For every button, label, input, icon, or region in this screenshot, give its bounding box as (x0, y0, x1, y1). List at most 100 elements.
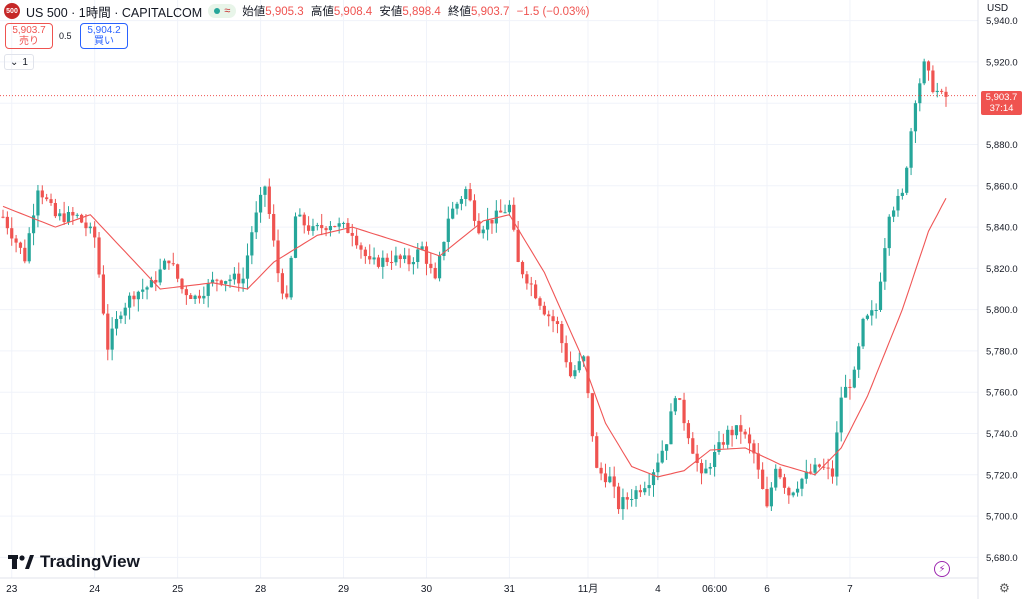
tradingview-logo[interactable]: TradingView (8, 552, 140, 572)
indicator-collapse-button[interactable]: ⌄ 1 (4, 54, 34, 70)
candle-body (708, 466, 712, 469)
candle-body (298, 214, 302, 217)
candle-body (817, 464, 821, 467)
candle-body (320, 225, 324, 229)
x-tick-label: 4 (655, 584, 661, 595)
candle-body (45, 197, 49, 200)
symbol-logo-icon[interactable]: 500 (4, 3, 20, 19)
candle-body (101, 274, 106, 314)
candle-body (843, 386, 848, 398)
candle-body (258, 194, 263, 213)
candle-body (184, 289, 188, 296)
candle-body (119, 315, 123, 319)
candle-body (341, 222, 346, 224)
candle-body (202, 295, 206, 299)
candle-body (608, 476, 612, 483)
y-tick-label: 5,820.0 (986, 264, 1018, 275)
candle-body (472, 200, 477, 221)
candle-body (215, 279, 219, 281)
candle-body (433, 267, 437, 279)
sell-price: 5,903.7 (12, 25, 46, 36)
candle-body (477, 220, 481, 234)
candle-body (713, 451, 717, 467)
currency-label[interactable]: USD (987, 3, 1009, 14)
x-tick-label: 6 (764, 584, 770, 595)
candle-body (765, 488, 769, 507)
candle-body (568, 362, 573, 377)
candle-body (835, 432, 839, 477)
last-price-tag: 5,903.7 37:14 (981, 91, 1022, 115)
candle-body (848, 386, 852, 388)
y-tick-label: 5,920.0 (986, 57, 1018, 68)
candle-body (18, 242, 23, 248)
settings-gear-icon[interactable]: ⚙ (999, 581, 1010, 595)
candle-body (424, 246, 429, 264)
ohlc-values: 始値5,905.3 高値5,908.4 安値5,898.4 終値5,903.7 … (242, 3, 593, 19)
candle-body (254, 212, 258, 233)
candle-body (53, 202, 57, 217)
tradingview-logo-icon (8, 555, 34, 569)
last-price-value: 5,903.7 (985, 92, 1018, 103)
candle-body (71, 211, 75, 216)
candle-body (149, 279, 154, 288)
open-label: 始値 (242, 6, 266, 18)
candle-body (699, 462, 704, 474)
candle-body (887, 216, 891, 249)
candles (1, 58, 948, 520)
candle-body (564, 343, 568, 363)
buy-label: 買い (94, 36, 114, 47)
candle-body (481, 229, 485, 234)
candle-body (145, 287, 149, 290)
candle-body (403, 255, 407, 260)
x-tick-label: 7 (847, 584, 853, 595)
sell-button[interactable]: 5,903.7 売り (5, 23, 53, 49)
candle-body (302, 214, 306, 226)
y-tick-label: 5,880.0 (986, 140, 1018, 151)
candle-body (582, 356, 586, 362)
candle-body (787, 487, 791, 496)
candle-body (739, 425, 743, 432)
candle-body (385, 257, 389, 263)
candle-body (307, 225, 311, 231)
market-status-button[interactable]: ≈ (208, 4, 237, 18)
candle-body (822, 466, 826, 468)
candle-body (695, 453, 699, 463)
candle-body (900, 192, 904, 196)
y-tick-label: 5,760.0 (986, 388, 1018, 399)
candle-body (245, 255, 250, 279)
candle-body (682, 399, 686, 424)
candle-body (647, 485, 651, 489)
candle-body (878, 281, 883, 310)
candle-body (324, 228, 328, 231)
candle-body (730, 429, 734, 436)
candle-body (630, 498, 634, 500)
candle-body (136, 291, 140, 300)
candle-body (656, 462, 660, 473)
y-tick-label: 5,800.0 (986, 305, 1018, 316)
candle-body (141, 289, 145, 292)
candle-body (944, 91, 948, 97)
candle-body (276, 240, 280, 274)
open-value: 5,905.3 (265, 6, 304, 18)
buy-button[interactable]: 5,904.2 買い (80, 23, 128, 49)
candle-body (905, 167, 909, 193)
candle-body (31, 215, 36, 234)
candle-body (455, 203, 459, 209)
candle-body (852, 369, 856, 388)
candle-body (437, 255, 442, 279)
candle-body (839, 397, 843, 433)
candle-body (560, 324, 564, 344)
ma-line (2, 197, 947, 478)
candle-body (250, 232, 254, 256)
candle-body (542, 305, 546, 315)
candle-body (761, 469, 765, 489)
candle-body (621, 497, 625, 510)
candle-body (210, 279, 215, 284)
candle-body (49, 199, 53, 203)
flash-icon[interactable]: ⚡ (934, 561, 950, 577)
candle-body (669, 411, 673, 445)
symbol-title[interactable]: US 500 · 1時間 · CAPITALCOM (26, 5, 203, 20)
candle-body (638, 490, 642, 493)
